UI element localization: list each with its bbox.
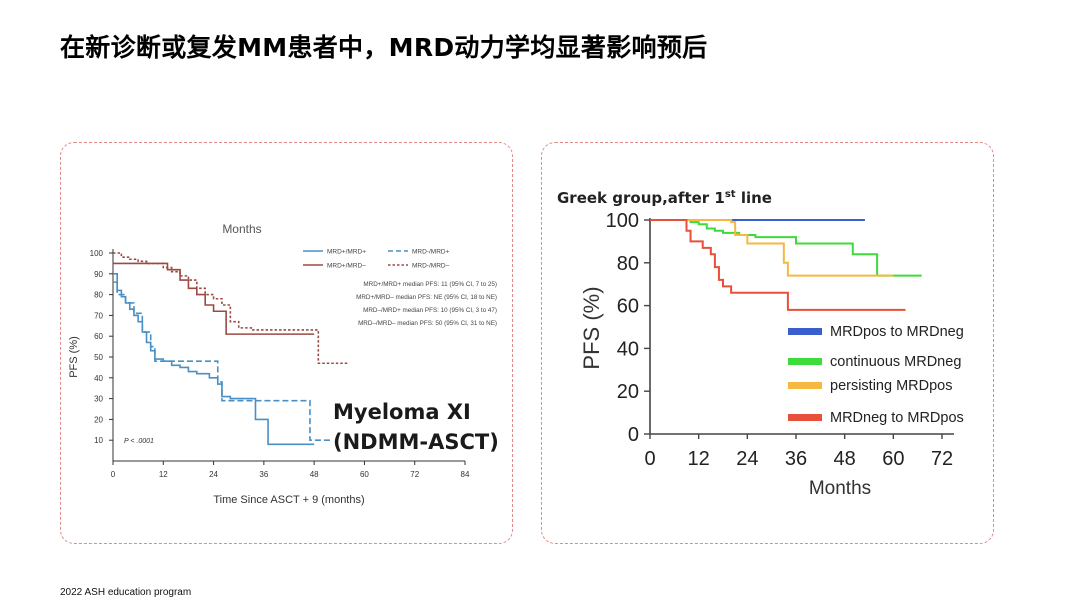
footer-source: 2022 ASH education program bbox=[60, 587, 192, 598]
x-tick-label: 12 bbox=[159, 470, 168, 479]
y-tick-label: 20 bbox=[94, 415, 103, 424]
p-value-label: P < .0001 bbox=[124, 438, 154, 445]
y-tick-label: 0 bbox=[628, 424, 639, 446]
legend-label: MRD+/MRD+ bbox=[327, 249, 366, 256]
x-tick-label: 72 bbox=[410, 470, 419, 479]
slide-title: 在新诊断或复发MM患者中，MRD动力学均显著影响预后 bbox=[60, 33, 708, 62]
median-pfs-annotation: MRD–/MRD– median PFS: 50 (95% CI, 31 to … bbox=[358, 320, 497, 327]
x-tick-label: 24 bbox=[209, 470, 218, 479]
legend-swatch bbox=[788, 328, 822, 335]
y-tick-label: 90 bbox=[94, 270, 103, 279]
x-tick-label: 0 bbox=[644, 448, 655, 470]
x-tick-label: 48 bbox=[834, 448, 856, 470]
y-tick-label: 40 bbox=[94, 374, 103, 383]
y-axis-label: PFS (%) bbox=[579, 286, 604, 369]
legend-label: MRD-/MRD– bbox=[412, 263, 450, 270]
x-tick-label: 60 bbox=[882, 448, 904, 470]
x-tick-label: 0 bbox=[111, 470, 116, 479]
x-tick-label: 12 bbox=[688, 448, 710, 470]
legend-label: MRD-/MRD+ bbox=[412, 249, 450, 256]
series-line-2 bbox=[113, 281, 331, 442]
x-tick-label: 24 bbox=[736, 448, 758, 470]
legend-label: MRDpos to MRDneg bbox=[830, 324, 964, 340]
y-tick-label: 40 bbox=[617, 338, 639, 360]
legend-swatch bbox=[788, 414, 822, 421]
y-tick-label: 60 bbox=[617, 296, 639, 318]
series-line-2 bbox=[650, 219, 922, 277]
x-axis-label: Time Since ASCT + 9 (months) bbox=[213, 494, 364, 506]
median-pfs-annotation: MRD–/MRD+ median PFS: 10 (95% CI, 3 to 4… bbox=[363, 307, 497, 314]
legend-swatch bbox=[788, 382, 822, 389]
x-tick-label: 84 bbox=[461, 470, 470, 479]
series-line-4 bbox=[650, 219, 906, 311]
x-tick-label: 48 bbox=[310, 470, 319, 479]
overlay-label-line-2: (NDMM-ASCT) bbox=[333, 430, 499, 454]
series-line-3 bbox=[650, 219, 894, 277]
legend-label: MRDneg to MRDpos bbox=[830, 410, 964, 426]
legend-label: MRD+/MRD– bbox=[327, 263, 366, 270]
y-tick-label: 80 bbox=[94, 291, 103, 300]
median-pfs-annotation: MRD+/MRD+ median PFS: 11 (95% CI, 7 to 2… bbox=[363, 281, 497, 288]
y-tick-label: 100 bbox=[606, 210, 639, 232]
greek-group-km-chart: Greek group,after 1st line 0 12 24 36 48 60 72… bbox=[557, 189, 964, 499]
median-pfs-annotation: MRD+/MRD– median PFS: NE (95% CI, 18 to … bbox=[356, 294, 497, 301]
y-tick-label: 20 bbox=[617, 381, 639, 403]
x-tick-label: 72 bbox=[931, 448, 953, 470]
chart-title: Months bbox=[222, 222, 261, 236]
y-tick-label: 10 bbox=[94, 436, 103, 445]
legend-swatch bbox=[788, 358, 822, 365]
series-line-4 bbox=[113, 252, 348, 365]
series-line-3 bbox=[113, 262, 315, 335]
overlay-label-line-1: Myeloma XI bbox=[333, 400, 471, 424]
right-chart-panel: Greek group,after 1st line 0 12 24 36 48 60 72… bbox=[541, 142, 994, 544]
y-tick-label: 80 bbox=[617, 253, 639, 275]
y-tick-label: 70 bbox=[94, 311, 103, 320]
left-chart-panel: Months 0 12 24 36 48 60 72 84 10 20 30 40 50 60 70 80 90… bbox=[60, 142, 513, 544]
y-tick-label: 30 bbox=[94, 395, 103, 404]
y-tick-label: 100 bbox=[90, 249, 104, 258]
x-tick-label: 36 bbox=[259, 470, 268, 479]
y-axis-label: PFS (%) bbox=[68, 336, 80, 378]
y-tick-label: 60 bbox=[94, 332, 103, 341]
myeloma-xi-km-chart: Months 0 12 24 36 48 60 72 84 10 20 30 40 50 60 70 80 90… bbox=[68, 222, 499, 506]
legend-label: continuous MRDneg bbox=[830, 354, 961, 370]
x-axis-label: Months bbox=[809, 478, 871, 499]
legend-label: persisting MRDpos bbox=[830, 378, 953, 394]
x-tick-label: 60 bbox=[360, 470, 369, 479]
x-tick-label: 36 bbox=[785, 448, 807, 470]
y-tick-label: 50 bbox=[94, 353, 103, 362]
chart-title: Greek group,after 1st line bbox=[557, 189, 772, 207]
